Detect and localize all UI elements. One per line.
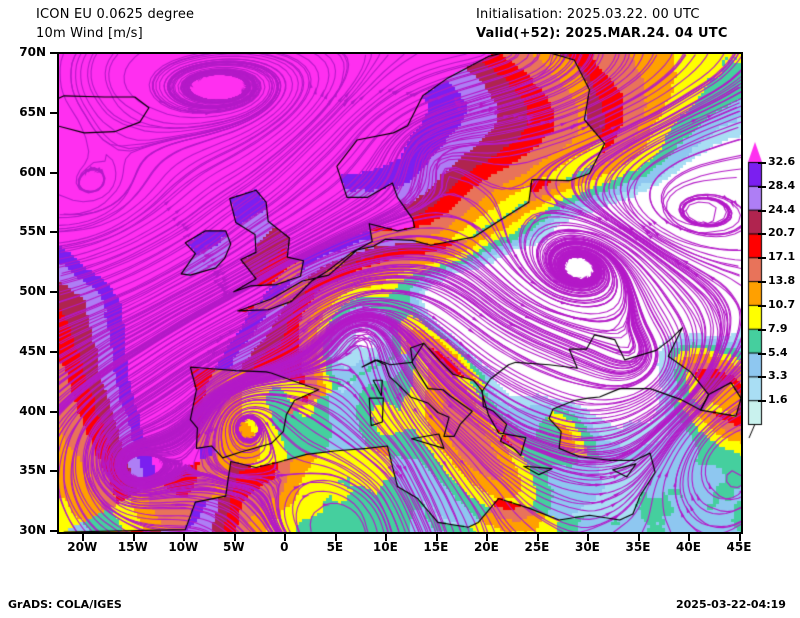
- producer-credit: GrADS: COLA/IGES: [8, 598, 122, 611]
- colorbar-tick-label: 7.9: [768, 321, 788, 335]
- colorbar-tick-label: 13.8: [768, 274, 796, 288]
- colorbar-tick-mark: [758, 233, 766, 236]
- lat-tick-label: 45N: [19, 343, 46, 358]
- lon-tick-label: 45E: [726, 540, 752, 554]
- lon-tick-mark: [536, 534, 539, 541]
- colorbar-tick-mark: [758, 209, 766, 212]
- model-title: ICON EU 0.0625 degree: [36, 7, 195, 22]
- lon-tick-label: 15E: [423, 540, 449, 554]
- lon-tick-mark: [233, 534, 236, 541]
- colorbar-tick-mark: [758, 400, 766, 403]
- lat-tick-mark: [50, 410, 57, 413]
- colorbar-canvas: [742, 140, 800, 440]
- lon-tick-mark: [486, 534, 489, 541]
- lat-tick-mark: [50, 111, 57, 114]
- lat-tick-label: 30N: [19, 523, 46, 537]
- colorbar-tick-label: 28.4: [768, 178, 796, 192]
- colorbar-tick-label: 32.6: [768, 155, 796, 168]
- render-timestamp: 2025-03-22-04:19: [676, 598, 786, 611]
- colorbar-tick-mark: [758, 304, 766, 307]
- lon-tick-mark: [132, 534, 135, 541]
- lon-tick-mark: [385, 534, 388, 541]
- lon-tick-mark: [435, 534, 438, 541]
- colorbar-tick-label: 3.3: [768, 369, 788, 383]
- lon-tick-label: 30E: [574, 540, 600, 554]
- lon-tick-mark: [183, 534, 186, 541]
- colorbar-tick-mark: [758, 328, 766, 331]
- map-plot-area: [57, 52, 743, 534]
- lon-tick-label: 0: [280, 540, 289, 554]
- lon-tick-mark: [688, 534, 691, 541]
- valid-time: Valid(+52): 2025.MAR.24. 04 UTC: [476, 26, 728, 41]
- initialisation-time: Initialisation: 2025.03.22. 00 UTC: [476, 7, 700, 22]
- colorbar-tick-label: 10.7: [768, 297, 796, 311]
- lon-tick-mark: [739, 534, 741, 541]
- lon-tick-label: 10W: [168, 540, 199, 554]
- lat-tick-mark: [50, 52, 57, 54]
- colorbar-tick-mark: [758, 257, 766, 260]
- lat-tick-mark: [50, 231, 57, 234]
- lon-tick-label: 20E: [473, 540, 499, 554]
- lat-tick-label: 65N: [19, 104, 46, 119]
- lat-tick-label: 40N: [19, 403, 46, 418]
- colorbar-tick-label: 1.6: [768, 393, 788, 407]
- lat-tick-label: 60N: [19, 164, 46, 179]
- colorbar: 1.6 3.3 5.4 7.9 10.7 13.8 17.1 20.7 24.4 28.4 32.6: [742, 140, 800, 440]
- lat-tick-mark: [50, 350, 57, 353]
- lon-tick-label: 25E: [524, 540, 550, 554]
- lat-tick-mark: [50, 171, 57, 174]
- lon-tick-mark: [334, 534, 337, 541]
- lon-tick-label: 5E: [326, 540, 344, 554]
- colorbar-tick-label: 17.1: [768, 250, 796, 264]
- lon-tick-label: 20W: [67, 540, 98, 554]
- lon-tick-mark: [82, 534, 85, 541]
- lon-tick-mark: [587, 534, 590, 541]
- colorbar-tick-mark: [758, 281, 766, 284]
- lat-tick-mark: [50, 530, 57, 532]
- lon-tick-label: 15W: [117, 540, 148, 554]
- colorbar-tick-mark: [758, 162, 766, 164]
- lat-tick-label: 35N: [19, 463, 46, 478]
- variable-title: 10m Wind [m/s]: [36, 26, 143, 41]
- lat-tick-label: 70N: [19, 45, 46, 59]
- lon-tick-label: 10E: [372, 540, 398, 554]
- lat-tick-label: 50N: [19, 284, 46, 298]
- colorbar-tick-label: 24.4: [768, 202, 796, 216]
- colorbar-tick-mark: [758, 352, 766, 355]
- lon-tick-mark: [637, 534, 640, 541]
- lat-tick-mark: [50, 291, 57, 293]
- lon-tick-mark: [284, 534, 287, 541]
- colorbar-tick-mark: [758, 185, 766, 188]
- colorbar-tick-label: 5.4: [768, 345, 788, 359]
- lon-tick-label: 35E: [625, 540, 651, 554]
- colorbar-tick-mark: [758, 376, 766, 379]
- lon-tick-label: 40E: [676, 540, 701, 554]
- lon-tick-label: 5W: [223, 540, 245, 554]
- colorbar-tick-label: 20.7: [768, 226, 796, 240]
- lat-tick-mark: [50, 470, 57, 473]
- lat-tick-label: 55N: [19, 224, 46, 239]
- wind-field-canvas: [59, 54, 741, 532]
